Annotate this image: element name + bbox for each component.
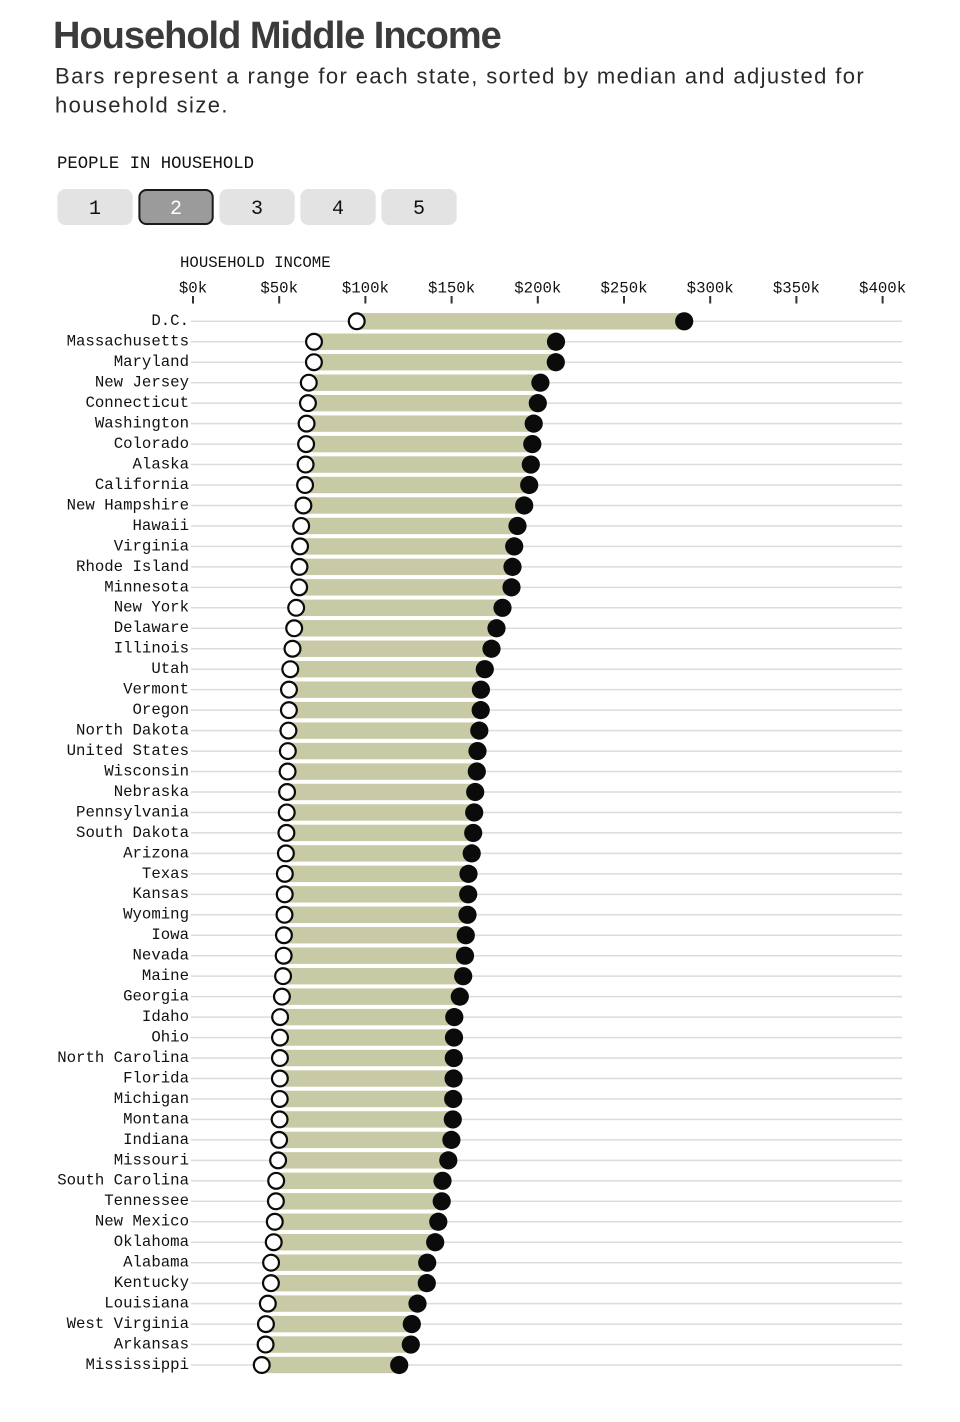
svg-text:Arizona: Arizona [123,844,189,862]
svg-text:Washington: Washington [95,415,189,433]
svg-text:Delaware: Delaware [114,619,189,637]
svg-text:$350k: $350k [773,280,820,298]
svg-text:Louisiana: Louisiana [104,1295,189,1313]
svg-text:$200k: $200k [514,280,561,298]
svg-text:Alabama: Alabama [123,1254,189,1272]
svg-text:1: 1 [89,198,101,221]
svg-text:$50k: $50k [260,280,298,298]
svg-text:Connecticut: Connecticut [85,394,189,412]
svg-text:Missouri: Missouri [114,1151,189,1169]
svg-text:Illinois: Illinois [114,640,189,658]
svg-text:$0k: $0k [179,280,207,298]
svg-text:$100k: $100k [342,280,389,298]
svg-text:Iowa: Iowa [151,926,189,944]
svg-text:Oregon: Oregon [133,701,189,719]
svg-text:Texas: Texas [142,865,189,883]
svg-text:Idaho: Idaho [142,1008,189,1026]
svg-text:New Jersey: New Jersey [95,374,189,392]
svg-text:$150k: $150k [428,280,475,298]
svg-text:Oklahoma: Oklahoma [114,1233,189,1251]
svg-text:3: 3 [251,198,263,221]
svg-text:Maine: Maine [142,967,189,985]
svg-text:California: California [95,476,189,494]
svg-text:2: 2 [170,198,182,221]
svg-text:West Virginia: West Virginia [67,1315,189,1333]
svg-text:Minnesota: Minnesota [104,578,189,596]
svg-text:New Mexico: New Mexico [95,1213,189,1231]
svg-text:Virginia: Virginia [114,537,189,555]
svg-text:Wisconsin: Wisconsin [104,762,189,780]
svg-text:Nevada: Nevada [133,947,189,965]
svg-text:South Dakota: South Dakota [76,824,189,842]
svg-text:Massachusetts: Massachusetts [67,333,189,351]
svg-text:Alaska: Alaska [133,455,189,473]
svg-text:4: 4 [332,198,344,221]
svg-text:Rhode Island: Rhode Island [76,558,189,576]
svg-text:HOUSEHOLD INCOME: HOUSEHOLD INCOME [180,254,331,272]
svg-text:Maryland: Maryland [114,353,189,371]
svg-text:$250k: $250k [600,280,647,298]
svg-text:5: 5 [413,198,425,221]
svg-text:$400k: $400k [859,280,906,298]
svg-text:Household Middle Income: Household Middle Income [53,15,501,57]
svg-text:Pennsylvania: Pennsylvania [76,803,189,821]
svg-text:$300k: $300k [687,280,734,298]
svg-text:D.C.: D.C. [151,312,189,330]
svg-text:Arkansas: Arkansas [114,1335,189,1353]
svg-text:New York: New York [114,599,189,617]
svg-text:South Carolina: South Carolina [57,1172,189,1190]
svg-text:North Dakota: North Dakota [76,722,189,740]
svg-text:Montana: Montana [123,1110,189,1128]
svg-text:Michigan: Michigan [114,1090,189,1108]
svg-text:Kansas: Kansas [133,885,189,903]
svg-text:North Carolina: North Carolina [57,1049,189,1067]
svg-text:Vermont: Vermont [123,681,189,699]
svg-text:Mississippi: Mississippi [85,1356,189,1374]
svg-text:Nebraska: Nebraska [114,783,189,801]
svg-text:household size.: household size. [55,93,229,118]
svg-text:Ohio: Ohio [151,1028,189,1046]
svg-text:Kentucky: Kentucky [114,1274,189,1292]
svg-text:New Hampshire: New Hampshire [67,496,189,514]
svg-text:Colorado: Colorado [114,435,189,453]
svg-text:Hawaii: Hawaii [133,517,189,535]
svg-text:Tennessee: Tennessee [104,1192,189,1210]
svg-text:Indiana: Indiana [123,1131,189,1149]
svg-text:Wyoming: Wyoming [123,906,189,924]
svg-text:Bars represent a range for eac: Bars represent a range for each state, s… [55,63,865,88]
svg-text:United States: United States [67,742,189,760]
svg-text:Utah: Utah [151,660,189,678]
svg-text:Florida: Florida [123,1069,189,1087]
svg-text:PEOPLE IN HOUSEHOLD: PEOPLE IN HOUSEHOLD [57,155,254,174]
svg-text:Georgia: Georgia [123,988,189,1006]
